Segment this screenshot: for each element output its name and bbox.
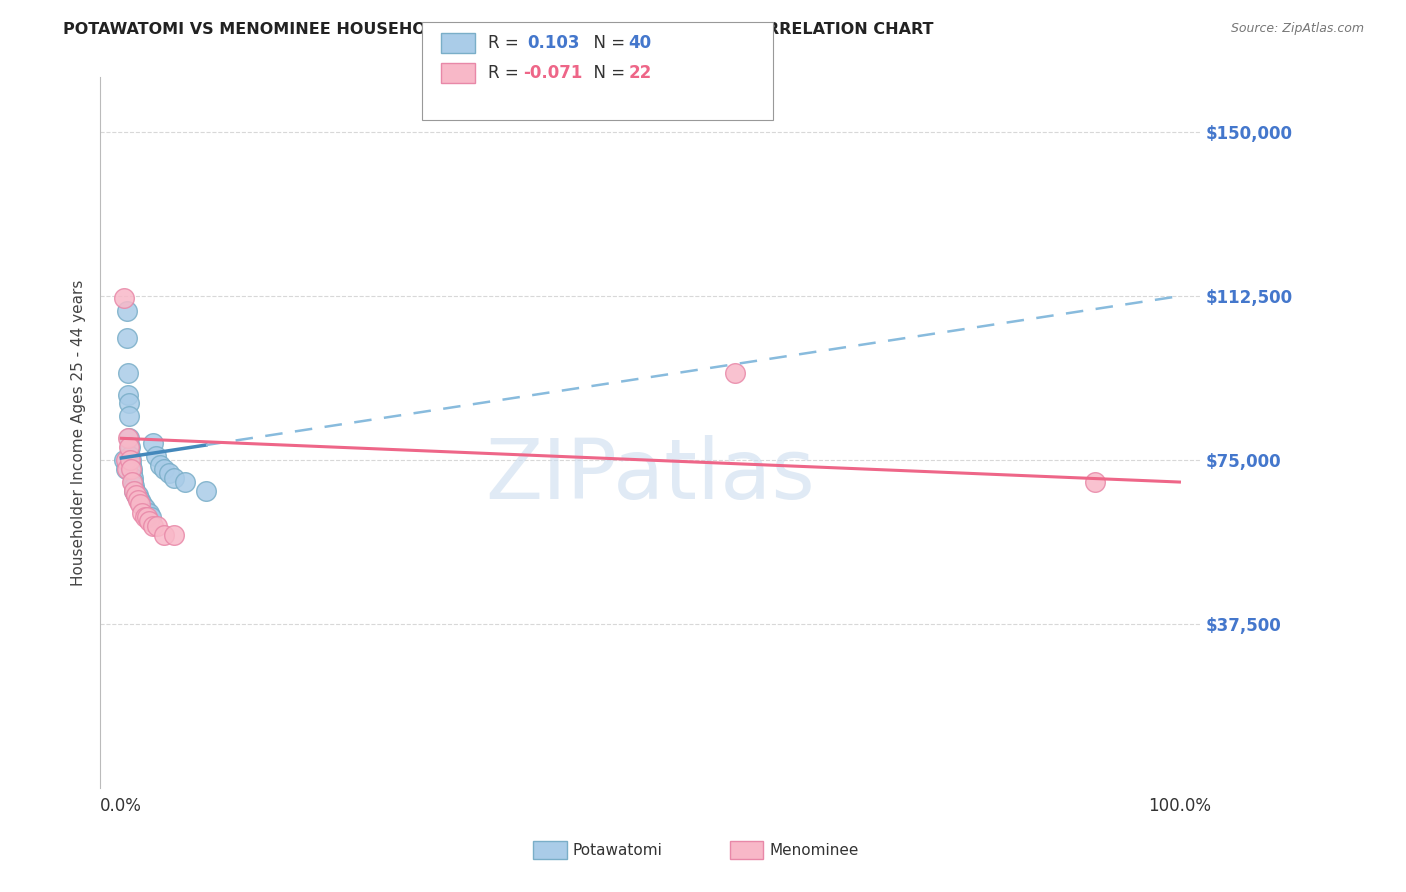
Point	[139, 510, 162, 524]
Point	[115, 304, 138, 318]
Point	[152, 527, 174, 541]
Point	[114, 291, 136, 305]
Point	[121, 462, 143, 476]
Point	[132, 501, 155, 516]
Point	[127, 492, 149, 507]
Point	[118, 453, 141, 467]
Text: ZIPatlas: ZIPatlas	[485, 435, 815, 516]
Point	[129, 497, 152, 511]
Point	[142, 435, 165, 450]
Text: 40: 40	[628, 34, 651, 52]
Point	[127, 488, 149, 502]
Point	[118, 409, 141, 424]
Point	[1084, 475, 1107, 489]
Point	[117, 387, 139, 401]
Point	[120, 453, 142, 467]
Text: Menominee: Menominee	[769, 843, 859, 857]
Point	[134, 510, 156, 524]
Point	[128, 492, 150, 507]
Point	[122, 479, 145, 493]
Point	[118, 440, 141, 454]
Point	[131, 506, 153, 520]
Point	[142, 518, 165, 533]
Point	[194, 483, 217, 498]
Point	[118, 396, 141, 410]
Point	[146, 518, 169, 533]
Point	[117, 366, 139, 380]
Point	[152, 462, 174, 476]
Point	[121, 475, 143, 489]
Point	[121, 467, 143, 481]
Text: -0.071: -0.071	[523, 64, 582, 82]
Y-axis label: Householder Income Ages 25 - 44 years: Householder Income Ages 25 - 44 years	[72, 280, 86, 586]
Point	[138, 506, 160, 520]
Point	[124, 483, 146, 498]
Text: Potawatomi: Potawatomi	[572, 843, 662, 857]
Point	[120, 462, 142, 476]
Point	[163, 527, 186, 541]
Point	[135, 506, 157, 520]
Point	[127, 488, 149, 502]
Point	[122, 483, 145, 498]
Point	[118, 449, 141, 463]
Point	[724, 366, 747, 380]
Point	[122, 475, 145, 489]
Text: 0.103: 0.103	[527, 34, 579, 52]
Text: R =: R =	[488, 34, 529, 52]
Point	[135, 510, 157, 524]
Point	[122, 471, 145, 485]
Point	[163, 471, 186, 485]
Point	[129, 492, 152, 507]
Point	[118, 440, 141, 454]
Point	[149, 458, 172, 472]
Text: 22: 22	[628, 64, 652, 82]
Text: N =: N =	[583, 34, 631, 52]
Point	[157, 467, 180, 481]
Text: Source: ZipAtlas.com: Source: ZipAtlas.com	[1230, 22, 1364, 36]
Text: R =: R =	[488, 64, 524, 82]
Point	[145, 449, 167, 463]
Point	[134, 501, 156, 516]
Point	[118, 431, 141, 445]
Point	[117, 431, 139, 445]
Point	[115, 462, 138, 476]
Point	[114, 462, 136, 476]
Point	[131, 497, 153, 511]
Point	[125, 488, 148, 502]
Point	[125, 488, 148, 502]
Point	[122, 483, 145, 498]
Point	[138, 515, 160, 529]
Point	[173, 475, 195, 489]
Point	[120, 458, 142, 472]
Point	[115, 331, 138, 345]
Point	[114, 453, 136, 467]
Point	[131, 497, 153, 511]
Point	[114, 453, 136, 467]
Text: POTAWATOMI VS MENOMINEE HOUSEHOLDER INCOME AGES 25 - 44 YEARS CORRELATION CHART: POTAWATOMI VS MENOMINEE HOUSEHOLDER INCO…	[63, 22, 934, 37]
Text: N =: N =	[583, 64, 631, 82]
